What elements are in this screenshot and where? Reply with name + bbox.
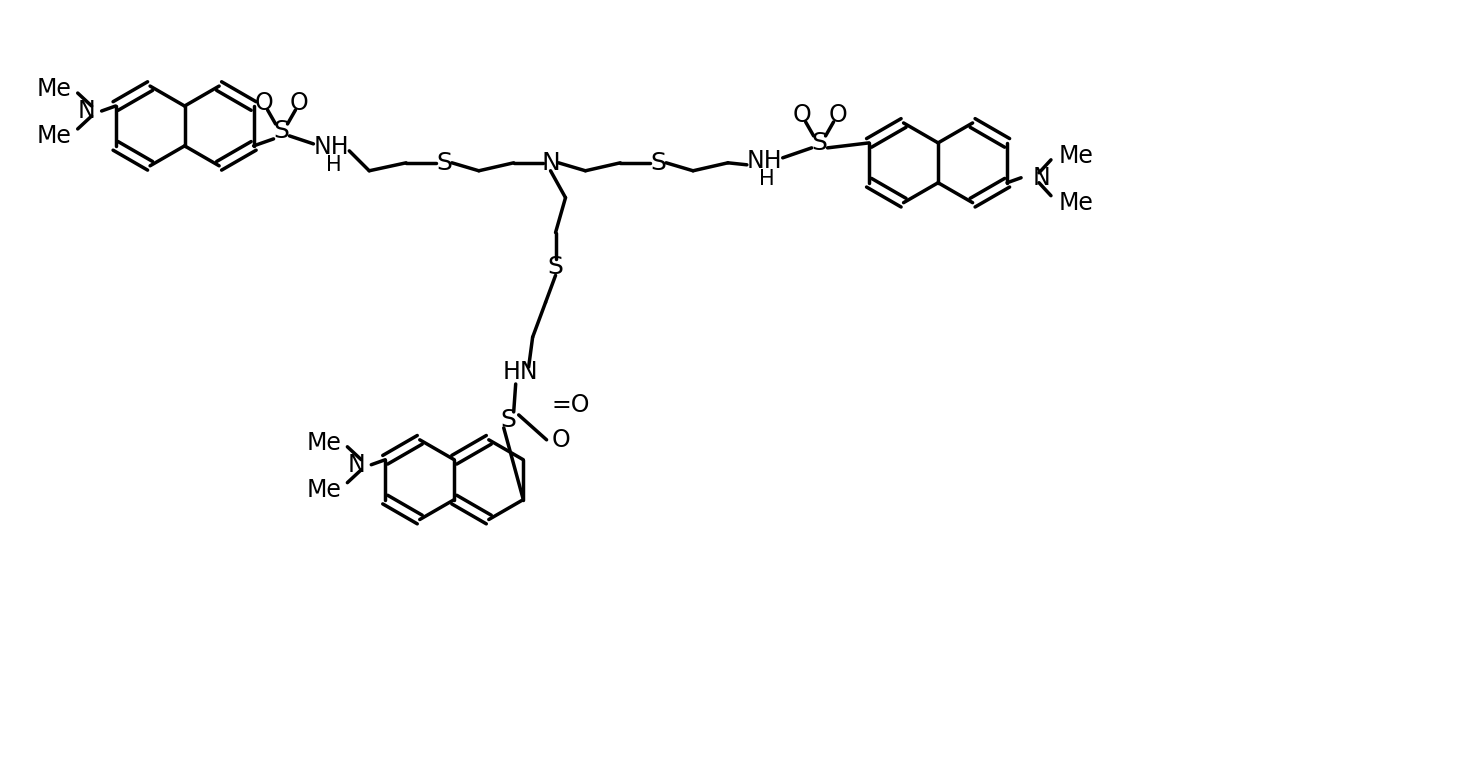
Text: N: N — [77, 99, 96, 123]
Text: O: O — [552, 427, 570, 451]
Text: Me: Me — [306, 431, 341, 455]
Text: O: O — [290, 91, 309, 115]
Text: Me: Me — [1059, 191, 1094, 215]
Text: Me: Me — [306, 478, 341, 502]
Text: O: O — [828, 103, 847, 127]
Text: H: H — [325, 155, 341, 175]
Text: Me: Me — [1059, 144, 1094, 168]
Text: S: S — [436, 151, 452, 175]
Text: Me: Me — [36, 77, 71, 101]
Text: S: S — [548, 255, 564, 279]
Text: S: S — [812, 131, 828, 155]
Text: Me: Me — [36, 124, 71, 148]
Text: N: N — [348, 453, 366, 477]
Text: S: S — [274, 119, 290, 143]
Text: S: S — [650, 151, 666, 175]
Text: O: O — [793, 103, 812, 127]
Text: =O: =O — [552, 393, 590, 417]
Text: N: N — [1033, 165, 1050, 189]
Text: NH: NH — [313, 135, 350, 159]
Text: S: S — [501, 408, 517, 432]
Text: H: H — [759, 169, 775, 189]
Text: NH: NH — [747, 149, 782, 173]
Text: O: O — [254, 91, 272, 115]
Text: N: N — [541, 151, 559, 175]
Text: HN: HN — [503, 360, 539, 384]
